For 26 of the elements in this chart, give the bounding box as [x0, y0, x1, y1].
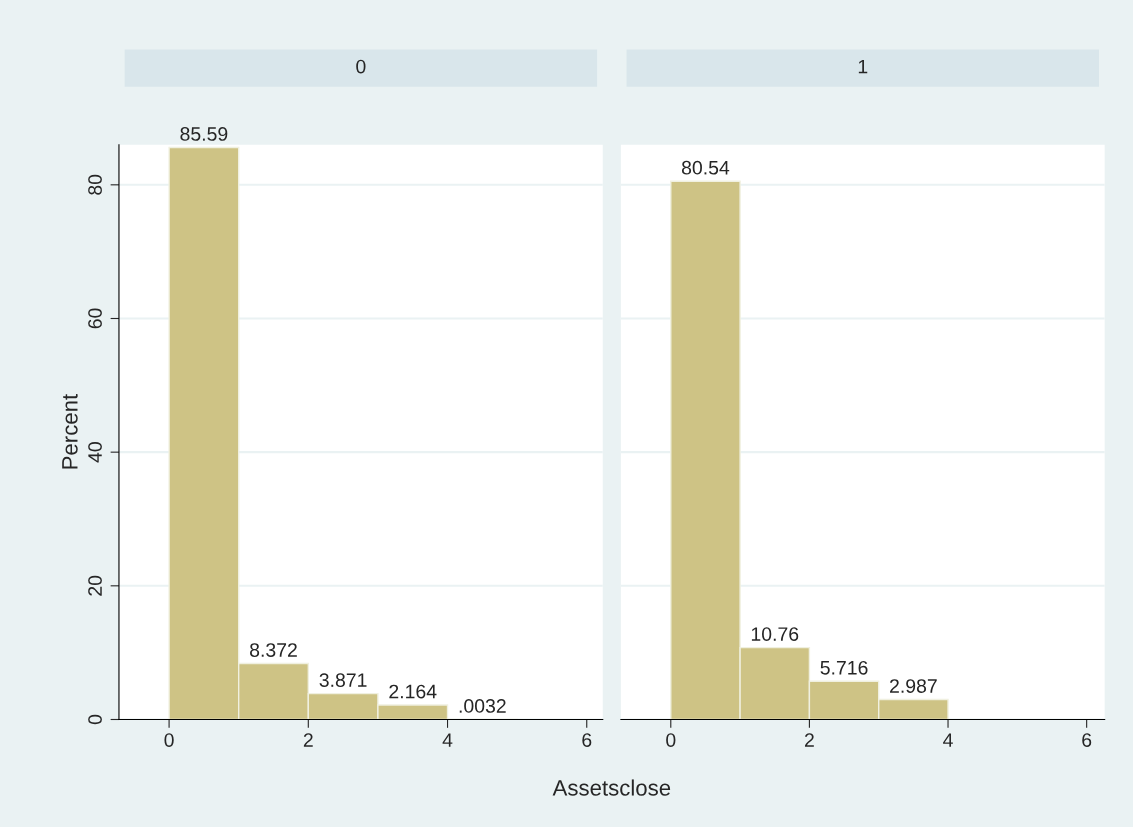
chart-title: 1	[858, 59, 868, 74]
y-tick-label: 40	[88, 442, 102, 463]
y-axis-title: Percent	[62, 393, 78, 469]
data-label: 3.871	[319, 673, 367, 687]
data-label: 8.372	[250, 643, 297, 657]
x-axis-title: Assetsclose	[552, 779, 671, 796]
y-tick-label: 80	[88, 174, 102, 195]
data-label: 85.59	[180, 127, 228, 141]
x-tick-label: 0	[164, 733, 174, 747]
x-tick-label: 6	[1082, 733, 1092, 747]
x-tick-label: 6	[582, 733, 592, 747]
y-tick-label: 20	[88, 575, 102, 596]
x-tick-label: 2	[804, 733, 814, 747]
data-label: 5.716	[820, 660, 868, 675]
data-label: 10.76	[751, 627, 799, 641]
chart-title: 0	[356, 59, 366, 74]
data-label: 2.164	[389, 684, 437, 699]
y-tick-label: 60	[88, 308, 102, 329]
x-tick-label: 4	[943, 733, 953, 747]
data-label: .0032	[459, 699, 506, 713]
data-label: 2.987	[890, 679, 937, 693]
data-label: 80.54	[681, 160, 730, 175]
x-tick-label: 4	[442, 733, 453, 747]
x-tick-label: 2	[303, 733, 313, 747]
x-tick-label: 0	[666, 733, 676, 747]
y-tick-label: 0	[88, 714, 102, 725]
